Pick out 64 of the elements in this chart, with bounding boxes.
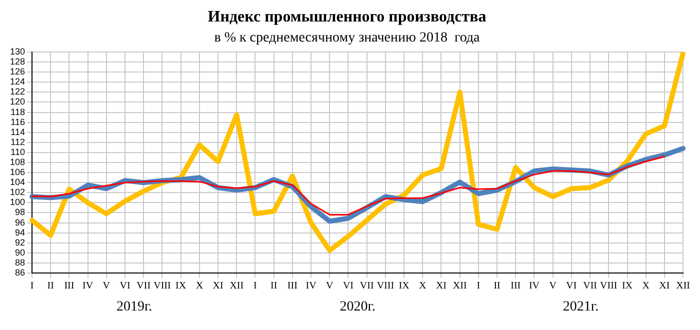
x-tick-label: X [419, 280, 428, 292]
y-tick-label: 126 [10, 66, 26, 77]
y-tick-label: 90 [15, 247, 26, 258]
y-tick-label: 130 [10, 46, 26, 56]
x-tick-label: I [476, 280, 480, 292]
x-tick-label: VI [342, 280, 354, 292]
y-tick-label: 116 [10, 116, 26, 127]
y-tick-label: 114 [10, 126, 26, 137]
x-tick-label: III [510, 280, 521, 292]
y-tick-label: 124 [10, 76, 26, 87]
y-tick-label: 106 [10, 167, 26, 178]
chart-title: Индекс промышленного производства [208, 8, 486, 26]
x-tick-label: II [270, 280, 278, 292]
y-tick-label: 94 [15, 227, 26, 238]
x-tick-label: I [30, 280, 34, 292]
chart-subtitle: в % к среднемесячному значению 2018 года [214, 30, 481, 46]
x-tick-label: II [47, 280, 54, 292]
x-tick-label: VII [136, 280, 151, 292]
text: 2020г. [340, 300, 376, 315]
x-tick-label: V [326, 280, 334, 292]
y-tick-label: 98 [15, 207, 26, 218]
x-tick-label: XI [659, 280, 670, 292]
y-tick-label: 118 [10, 106, 26, 117]
x-tick-label: V [102, 280, 111, 292]
x-tick-label: IX [398, 280, 410, 292]
y-tick-label: 122 [10, 86, 26, 97]
x-tick-label: VIII [600, 280, 618, 292]
x-tick-label: V [549, 280, 558, 292]
x-tick-label: IV [82, 280, 94, 292]
x-tick-label: IX [176, 280, 187, 292]
x-tick-label: III [287, 280, 298, 292]
x-tick-label: XII [676, 280, 690, 292]
x-tick-label: I [254, 280, 257, 292]
y-tick-label: 120 [10, 96, 26, 107]
y-tick-label: 88 [15, 257, 26, 268]
x-tick-label: VI [566, 280, 577, 292]
x-tick-label: III [64, 280, 74, 292]
x-tick-label: XII [230, 280, 244, 292]
y-tick-label: 102 [10, 187, 26, 198]
y-tick-label: 108 [10, 156, 26, 167]
y-tick-label: 128 [10, 56, 26, 67]
y-tick-label: 104 [10, 177, 26, 188]
x-tick-label: VI [120, 280, 130, 292]
x-tick-label: VII [360, 280, 374, 292]
x-tick-label: X [196, 280, 204, 292]
x-tick-label: IX [622, 280, 634, 292]
text: 2019г. [116, 300, 152, 315]
y-tick-label: 86 [15, 267, 26, 278]
x-tick-label: VIII [376, 280, 394, 292]
y-tick-label: 96 [15, 217, 26, 228]
y-tick-label: 92 [15, 237, 26, 248]
text: 2021г. [562, 300, 599, 315]
x-tick-label: II [494, 280, 500, 292]
y-tick-label: 110 [10, 146, 26, 157]
y-tick-label: 100 [10, 197, 26, 208]
x-tick-label: XII [452, 280, 467, 292]
x-tick-label: VIII [154, 280, 171, 292]
x-tick-label: VII [583, 280, 597, 292]
y-tick-label: 112 [10, 136, 26, 147]
x-tick-label: IV [306, 280, 318, 292]
x-tick-label: IV [528, 280, 540, 292]
x-tick-label: XI [436, 280, 447, 292]
x-tick-label: X [642, 280, 650, 292]
x-tick-label: XI [212, 280, 224, 292]
